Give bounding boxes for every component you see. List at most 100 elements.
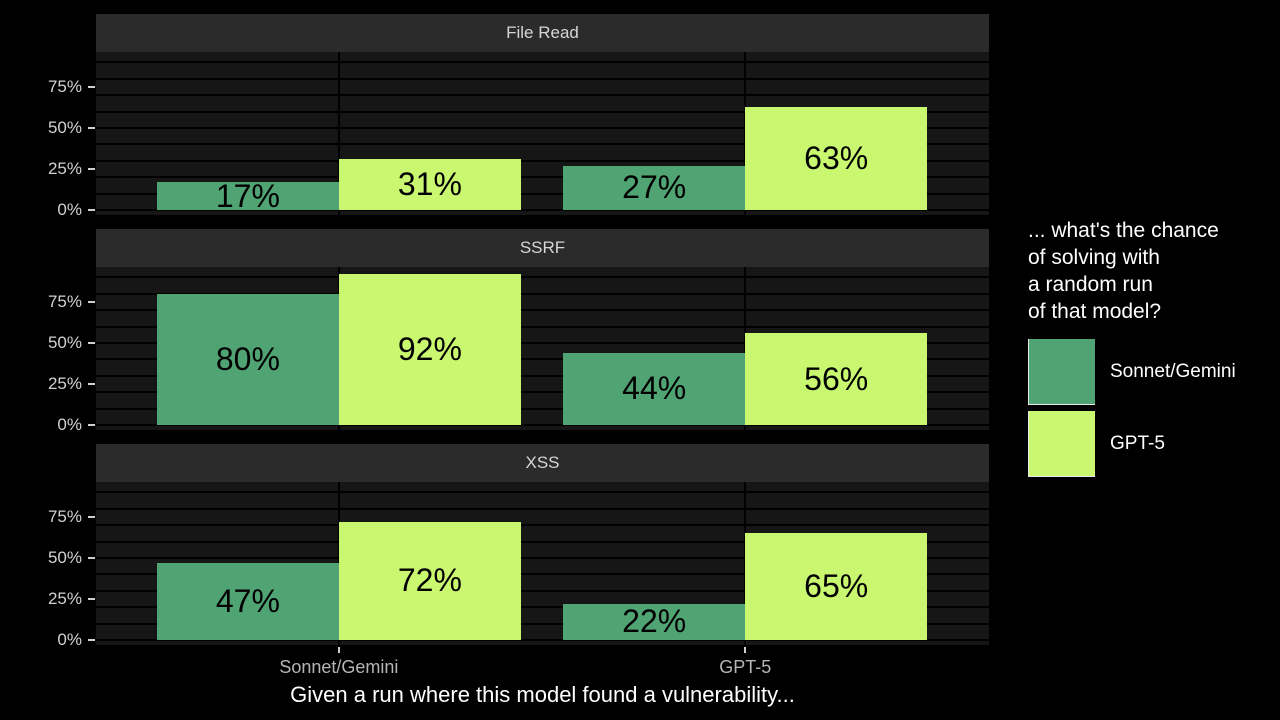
x-axis-tick: [337, 647, 340, 653]
legend-swatch-sonnet-gemini: [1028, 339, 1095, 405]
gridline-horizontal: [96, 557, 989, 559]
y-axis-label: 0%: [57, 415, 82, 434]
x-axis-tick: [744, 647, 747, 653]
caption: Given a run where this model found a vul…: [290, 682, 795, 707]
gridline-horizontal: [96, 342, 989, 344]
gridline-horizontal: [96, 639, 989, 641]
gridline-horizontal: [96, 209, 989, 211]
bar-value-label: 44%: [622, 370, 687, 407]
gridline-horizontal: [96, 606, 989, 609]
facet-panel: 47% 72% 22% 65%: [96, 482, 989, 645]
y-axis-tick: [88, 342, 95, 344]
bar-value-label: 63%: [804, 139, 869, 176]
bar-sonnet-gemini: 27%: [563, 165, 746, 210]
bar-sonnet-gemini: 80%: [156, 293, 339, 425]
gridline-horizontal: [96, 424, 989, 426]
gridline-horizontal: [96, 127, 989, 129]
gridline-horizontal: [96, 540, 989, 543]
bar-gpt5: 65%: [745, 533, 928, 640]
y-axis-label: 50%: [47, 118, 82, 137]
legend: ... what's the chance of solving with a …: [1028, 217, 1236, 483]
gridline-horizontal: [96, 176, 989, 179]
legend-title: ... what's the chance of solving with a …: [1028, 219, 1219, 323]
bar-gpt5: 92%: [338, 274, 521, 425]
gridline-horizontal: [96, 358, 989, 361]
gridline-horizontal: [96, 524, 989, 527]
gridline-horizontal: [96, 159, 989, 162]
gridline-horizontal: [96, 292, 989, 295]
y-axis-label: 75%: [47, 77, 82, 96]
gridline-vertical: [337, 52, 340, 215]
y-axis-tick: [88, 557, 95, 559]
legend-item-label: Sonnet/Gemini: [1110, 361, 1236, 382]
bar-value-label: 22%: [622, 603, 687, 640]
gridline-horizontal: [96, 276, 989, 279]
gridline-horizontal: [96, 192, 989, 195]
y-axis-tick: [88, 639, 95, 641]
bar-gpt5: 56%: [745, 333, 928, 425]
y-axis-tick: [88, 209, 95, 211]
y-axis-label: 50%: [47, 548, 82, 567]
gridline-horizontal: [96, 407, 989, 410]
bar-gpt5: 63%: [745, 106, 928, 210]
bar-sonnet-gemini: 44%: [563, 352, 746, 425]
gridline-horizontal: [96, 491, 989, 494]
gridline-horizontal: [96, 507, 989, 510]
gridline-horizontal: [96, 143, 989, 146]
y-axis-label: 75%: [47, 507, 82, 526]
gridline-horizontal: [96, 573, 989, 576]
legend-swatch-gpt5: [1028, 411, 1095, 477]
facet-strip: File Read: [96, 14, 989, 52]
bar-value-label: 92%: [397, 331, 462, 368]
gridline-horizontal: [96, 309, 989, 312]
gridline-horizontal: [96, 61, 989, 64]
y-axis-tick: [88, 168, 95, 170]
facet-title: SSRF: [519, 238, 566, 257]
bar-value-label: 56%: [804, 360, 869, 397]
y-axis-label: 0%: [57, 200, 82, 219]
gridline-horizontal: [96, 391, 989, 394]
bar-gpt5: 72%: [338, 521, 521, 640]
y-axis-label: 25%: [47, 159, 82, 178]
legend-item-gpt5: GPT-5: [1028, 411, 1236, 477]
bar-value-label: 65%: [804, 568, 869, 605]
bar-value-label: 27%: [622, 169, 687, 206]
bar-sonnet-gemini: 22%: [563, 603, 746, 640]
y-axis-tick: [88, 301, 95, 303]
y-axis-tick: [88, 424, 95, 426]
y-axis-label: 0%: [57, 630, 82, 649]
legend-item-sonnet-gemini: Sonnet/Gemini: [1028, 339, 1236, 405]
bar-sonnet-gemini: 17%: [156, 178, 339, 214]
y-axis-tick: [88, 127, 95, 129]
y-axis-tick: [88, 598, 95, 600]
y-axis-tick: [88, 516, 95, 518]
y-axis-tick: [88, 383, 95, 385]
bar-sonnet-gemini: 47%: [156, 562, 339, 640]
facet-panel: 80% 92% 44% 56%: [96, 267, 989, 430]
gridline-horizontal: [96, 94, 989, 97]
gridline-horizontal: [96, 374, 989, 377]
bar-value-label: 47%: [215, 582, 280, 619]
gridline-horizontal: [96, 110, 989, 113]
bar-value-label: 80%: [215, 340, 280, 377]
legend-item-label: GPT-5: [1110, 433, 1165, 454]
facet-title: File Read: [506, 23, 579, 42]
facet-strip: XSS: [96, 444, 989, 482]
gridline-horizontal: [96, 77, 989, 80]
bar-value-label: 17%: [215, 177, 280, 214]
gridline-horizontal: [96, 589, 989, 592]
x-axis-label: Sonnet/Gemini: [279, 657, 399, 677]
bar-value-label: 31%: [397, 166, 462, 203]
bar-gpt5: 31%: [338, 159, 521, 210]
gridline-horizontal: [96, 622, 989, 625]
bar-value-label: 72%: [397, 562, 462, 599]
y-axis-label: 50%: [47, 333, 82, 352]
facet-strip: SSRF: [96, 229, 989, 267]
y-axis-label: 75%: [47, 292, 82, 311]
y-axis-label: 25%: [47, 374, 82, 393]
facet-panel: 17% 31% 27% 63%: [96, 52, 989, 215]
y-axis-tick: [88, 86, 95, 88]
gridline-horizontal: [96, 325, 989, 328]
y-axis-label: 25%: [47, 589, 82, 608]
